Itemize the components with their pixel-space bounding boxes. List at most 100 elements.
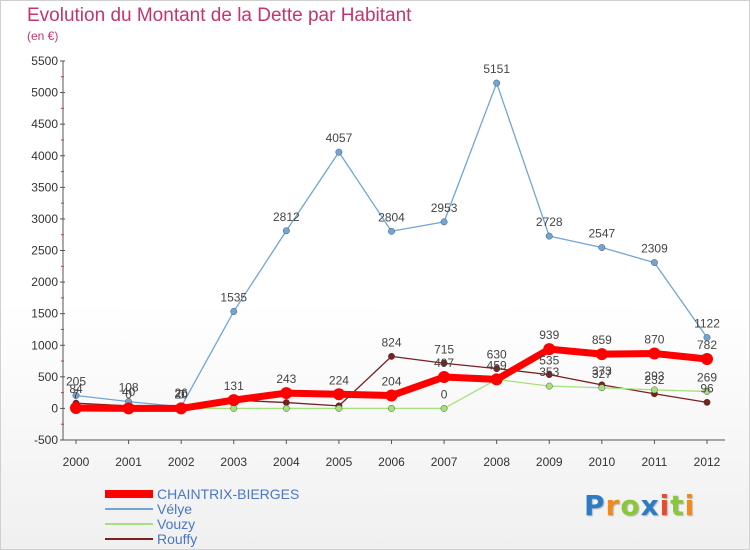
x-tick-label: 2011 — [642, 455, 668, 469]
legend-label: Vouzy — [157, 516, 196, 532]
data-label: 0 — [441, 387, 448, 401]
data-label: 26 — [174, 386, 188, 400]
axes: -500050010001500200025003000350040004500… — [31, 54, 725, 469]
chart-subtitle: (en €) — [27, 29, 59, 43]
x-tick-label: 2003 — [220, 455, 247, 469]
data-point — [70, 401, 82, 414]
data-label: 84 — [69, 382, 83, 396]
x-tick-label: 2010 — [588, 455, 615, 469]
data-label: 269 — [697, 370, 717, 384]
legend-label: Rouffy — [157, 531, 198, 547]
data-label: 2804 — [378, 210, 405, 224]
data-point — [335, 148, 343, 156]
data-point — [701, 353, 713, 366]
data-point — [175, 402, 188, 415]
y-tick-label: 3000 — [31, 212, 58, 226]
chart-title: Evolution du Montant de la Dette par Hab… — [27, 5, 412, 26]
data-point — [490, 373, 503, 386]
data-label: 2547 — [588, 227, 615, 241]
series-group — [70, 79, 713, 415]
data-point — [230, 405, 238, 412]
data-point — [388, 352, 395, 360]
data-label: 7 — [73, 387, 80, 401]
data-point — [282, 405, 290, 412]
data-label: 630 — [487, 348, 507, 362]
data-label: 205 — [66, 374, 86, 388]
data-label: 327 — [592, 367, 612, 381]
data-point — [545, 382, 553, 390]
data-point — [227, 394, 240, 407]
data-label: 1535 — [220, 290, 247, 304]
data-label: 108 — [119, 381, 139, 395]
x-tick-label: 2005 — [326, 455, 353, 469]
data-point — [543, 343, 556, 356]
data-label: 1122 — [694, 317, 720, 331]
data-label: 2812 — [273, 210, 300, 224]
data-label: 243 — [276, 372, 296, 386]
data-label: 2953 — [431, 201, 458, 215]
data-point — [493, 79, 501, 87]
data-label: 782 — [697, 338, 717, 352]
x-tick-label: 2002 — [168, 455, 195, 469]
data-label: 204 — [381, 375, 401, 389]
y-tick-label: 3500 — [31, 180, 58, 194]
data-label: 715 — [434, 342, 454, 356]
y-tick-label: 4000 — [31, 149, 58, 163]
data-label: 232 — [644, 373, 664, 387]
legend-swatch — [105, 538, 153, 540]
data-point — [335, 405, 343, 412]
data-labels: 7 0 0 131 243 224 204 497 459 939 859 870 782 205 108 2… — [66, 62, 720, 401]
y-tick-label: 5500 — [31, 54, 58, 68]
legend-swatch — [105, 523, 153, 525]
x-tick-label: 2004 — [273, 455, 300, 469]
data-label: 224 — [329, 373, 349, 387]
y-tick-label: 2500 — [31, 244, 58, 258]
data-point — [598, 384, 606, 392]
data-label: 131 — [224, 379, 244, 393]
data-label: 535 — [539, 354, 559, 368]
data-point — [230, 308, 238, 315]
data-label: 0 — [125, 387, 132, 401]
data-label: 2728 — [536, 215, 563, 229]
proxiti-logo: Proxiti — [584, 489, 696, 522]
x-tick-label: 2006 — [378, 455, 405, 469]
data-label: 0 — [178, 387, 185, 401]
x-tick-label: 2012 — [694, 455, 721, 469]
legend-label: CHAINTRIX-BIERGES — [157, 486, 300, 502]
y-tick-label: -500 — [34, 433, 58, 447]
data-point — [440, 359, 448, 367]
data-label: 5151 — [483, 62, 510, 76]
data-point — [651, 259, 658, 266]
data-label: 353 — [539, 365, 559, 379]
data-point — [595, 348, 608, 361]
x-tick-label: 2001 — [115, 455, 142, 469]
y-tick-label: 4500 — [31, 117, 58, 131]
data-point — [388, 227, 395, 235]
data-label: 20 — [174, 387, 188, 401]
data-label: 40 — [122, 385, 136, 399]
y-tick-label: 5000 — [31, 86, 58, 100]
y-tick-label: 2000 — [31, 275, 58, 289]
data-label: 293 — [644, 369, 664, 383]
data-point — [385, 389, 398, 402]
y-tick-label: 1500 — [31, 307, 58, 321]
data-point — [332, 388, 345, 401]
y-tick-label: 500 — [38, 370, 58, 384]
data-point — [388, 405, 395, 412]
data-point — [282, 227, 290, 235]
data-point — [72, 392, 80, 399]
data-point — [651, 386, 658, 394]
x-tick-label: 2008 — [483, 455, 510, 469]
data-label: 459 — [487, 358, 507, 372]
data-point — [282, 399, 290, 406]
data-point — [703, 334, 711, 341]
data-point — [648, 347, 661, 360]
data-point — [545, 232, 553, 240]
x-tick-label: 2000 — [63, 455, 90, 469]
data-point — [440, 405, 448, 412]
data-label: 4057 — [326, 131, 353, 145]
data-point — [122, 402, 135, 415]
data-point — [545, 371, 553, 379]
data-label: 96 — [700, 381, 714, 395]
